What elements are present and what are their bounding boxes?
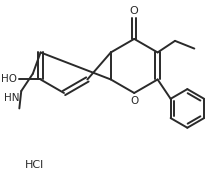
Text: HN: HN — [4, 93, 19, 103]
Text: O: O — [130, 6, 139, 16]
Text: HCl: HCl — [25, 160, 44, 170]
Text: O: O — [130, 96, 138, 106]
Text: HO: HO — [1, 75, 17, 85]
